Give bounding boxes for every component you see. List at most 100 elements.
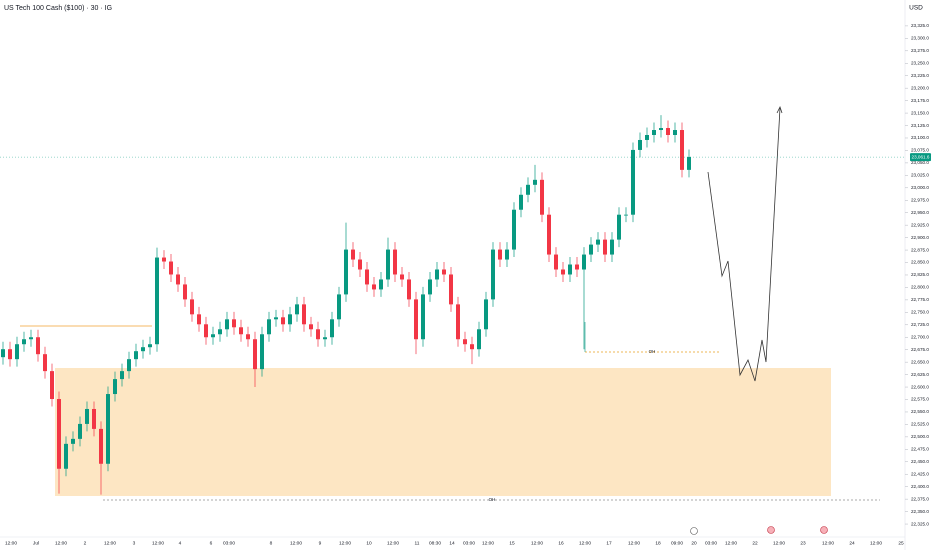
candle-body [197,314,201,325]
candle-body [477,329,481,350]
candle-body [673,130,677,135]
x-tick-label: 12:00 [104,540,116,546]
x-tick-label: 16 [558,540,564,546]
y-tick-label: 22,900.0 [911,235,929,240]
x-tick-label: 6 [210,540,213,546]
candle-body [519,194,523,210]
candle-body [540,179,544,215]
currency-label: USD [909,5,923,12]
candle-body [603,239,607,255]
candle-body [498,249,502,260]
candles [1,115,691,495]
x-tick-label: 20 [691,540,697,546]
candle-body [372,284,376,290]
candle-body [330,319,334,338]
x-tick-label: 12:00 [773,540,785,546]
candle-body [379,279,383,290]
candle-body [505,249,509,260]
candle-body [652,130,656,135]
candle-body [358,259,362,270]
y-tick-label: 23,200.0 [911,85,929,90]
candle-body [435,269,439,280]
candle-body [176,274,180,285]
candle-body [113,379,117,395]
x-tick-label: Jul [33,540,39,546]
candle-body [127,359,131,372]
candle-body [211,334,215,338]
candle-body [92,408,96,429]
y-tick-label: 22,425.0 [911,471,929,476]
y-tick-label: 22,800.0 [911,285,929,290]
y-tick-label: 22,500.0 [911,434,929,439]
candle-body [36,337,40,355]
x-tick-label: 3 [133,540,136,546]
candle-body [428,279,432,295]
candle-body [155,257,159,345]
y-tick-label: 22,875.0 [911,247,929,252]
candle-body [393,249,397,275]
candle-body [141,347,145,352]
candle-body [645,134,649,140]
candle-body [414,299,418,340]
y-tick-label: 22,525.0 [911,422,929,427]
x-tick-label: 12:00 [55,540,67,546]
candle-body [134,351,138,360]
candle-body [638,139,642,150]
x-tick-label: 12:00 [5,540,17,546]
candle-body [589,244,593,255]
candle-body [106,394,110,464]
event-icon[interactable] [767,526,775,534]
candle-body [57,399,61,469]
candle-body [449,274,453,305]
candle-body [260,334,264,370]
y-tick-label: 22,825.0 [911,272,929,277]
candle-body [568,264,572,275]
candle-body [491,249,495,300]
y-tick-label: 22,600.0 [911,384,929,389]
x-tick-label: 12:00 [387,540,399,546]
candle-body [316,329,320,340]
candle-body [169,261,173,275]
y-tick-label: 22,475.0 [911,447,929,452]
y-tick-label: 22,400.0 [911,484,929,489]
x-tick-label: 2 [84,540,87,546]
candle-body [15,344,19,360]
y-tick-label: 23,175.0 [911,98,929,103]
candle-body [386,249,390,280]
candle-body [281,317,285,325]
y-tick-label: 22,625.0 [911,372,929,377]
y-tick-label: 22,750.0 [911,310,929,315]
y-tick-label: 22,675.0 [911,347,929,352]
y-tick-label: 22,650.0 [911,359,929,364]
candle-body [1,349,5,358]
candle-body [554,254,558,270]
candle-body [50,371,54,400]
candle-body [624,214,628,216]
candle-body [533,179,537,185]
y-tick-label: 22,575.0 [911,397,929,402]
candle-body [610,239,614,255]
y-tick-label: 23,075.0 [911,148,929,153]
event-icon[interactable] [820,526,828,534]
y-tick-label: 22,975.0 [911,197,929,202]
event-icon[interactable] [690,527,698,535]
x-tick-label: 10 [366,540,372,546]
y-tick-label: 22,375.0 [911,496,929,501]
y-tick-label: 22,775.0 [911,297,929,302]
candle-body [365,269,369,285]
candle-body [29,337,33,340]
candle-body [162,257,166,262]
candle-body [680,130,684,170]
x-tick-label: 8 [270,540,273,546]
y-tick-label: 22,850.0 [911,260,929,265]
y-tick-label: 23,250.0 [911,60,929,65]
candle-body [666,128,670,135]
y-tick-label: 22,725.0 [911,322,929,327]
candle-body [288,314,292,325]
y-tick-label: 23,325.0 [911,23,929,28]
candle-body [274,317,278,320]
x-tick-label: 12:00 [339,540,351,546]
x-tick-label: 03:00 [223,540,235,546]
x-tick-label: 23 [800,540,806,546]
